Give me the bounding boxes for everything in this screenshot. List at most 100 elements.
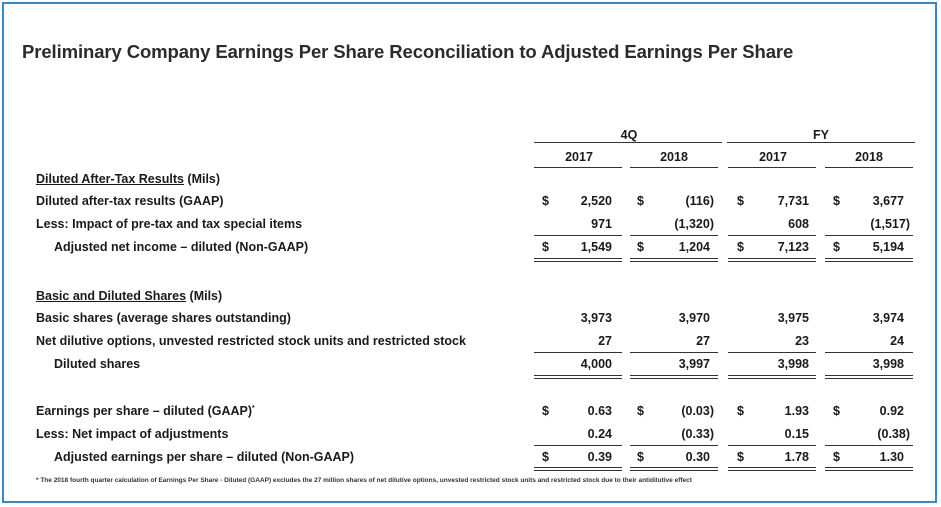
row-label: Less: Impact of pre-tax and tax special … <box>36 217 303 231</box>
currency-symbol: $ <box>637 240 644 254</box>
section-heading-shares: Basic and Diluted Shares (Mils) <box>36 289 222 303</box>
currency-symbol: $ <box>542 194 549 208</box>
col-underline <box>534 167 622 168</box>
table-cell: 1.93 <box>784 404 809 418</box>
col-header-4q-2018: 2018 <box>660 150 688 164</box>
subtotal-line <box>534 445 622 446</box>
table-cell: 1.30 <box>879 450 904 464</box>
table-cell: 0.63 <box>587 404 612 418</box>
table-cell: 1,204 <box>678 240 710 254</box>
total-double-line <box>534 375 622 379</box>
table-cell: 27 <box>598 334 612 348</box>
table-cell: (0.38) <box>877 427 910 441</box>
subtotal-line <box>630 235 718 236</box>
table-cell: 0.15 <box>784 427 809 441</box>
subtotal-line <box>825 235 913 236</box>
subtotal-line <box>825 445 913 446</box>
row-label: Diluted after-tax results (GAAP) <box>36 194 224 208</box>
section-heading-text: Basic and Diluted Shares <box>36 289 187 303</box>
currency-symbol: $ <box>833 240 840 254</box>
table-cell: 0.24 <box>587 427 612 441</box>
table-cell: (116) <box>685 194 715 208</box>
currency-symbol: $ <box>833 450 840 464</box>
footnote-marker: * <box>252 404 255 412</box>
subtotal-line <box>630 352 718 353</box>
section-heading-unit: (Mils) <box>183 172 221 186</box>
total-double-line <box>728 258 816 262</box>
table-cell: 3,998 <box>777 357 809 371</box>
table-cell: 3,975 <box>777 311 809 325</box>
currency-symbol: $ <box>542 450 549 464</box>
col-underline <box>825 167 913 168</box>
total-double-line <box>825 258 913 262</box>
currency-symbol: $ <box>737 240 744 254</box>
row-label: Basic shares (average shares outstanding… <box>36 311 291 325</box>
table-cell: 1.78 <box>784 450 809 464</box>
row-label: Earnings per share – diluted (GAAP) <box>36 404 253 418</box>
table-cell: 1,549 <box>580 240 612 254</box>
table-cell: 27 <box>696 334 710 348</box>
group-underline-4q <box>534 142 722 143</box>
currency-symbol: $ <box>737 404 744 418</box>
table-cell: 3,973 <box>580 311 612 325</box>
table-cell: 4,000 <box>580 357 612 371</box>
currency-symbol: $ <box>637 404 644 418</box>
col-header-fy-2018: 2018 <box>855 150 883 164</box>
table-cell: 3,998 <box>872 357 904 371</box>
group-header-4q: 4Q <box>620 128 638 142</box>
subtotal-line <box>534 352 622 353</box>
total-double-line <box>534 258 622 262</box>
table-cell: 3,997 <box>678 357 710 371</box>
row-label: Adjusted earnings per share – diluted (N… <box>54 450 355 464</box>
currency-symbol: $ <box>737 450 744 464</box>
table-cell: 3,974 <box>872 311 904 325</box>
total-double-line <box>630 375 718 379</box>
table-cell: 24 <box>890 334 904 348</box>
table-cell: 23 <box>795 334 809 348</box>
table-cell: 3,970 <box>678 311 710 325</box>
page-title: Preliminary Company Earnings Per Share R… <box>22 41 794 62</box>
section-heading-text: Diluted After-Tax Results <box>36 172 184 186</box>
table-cell: (1,320) <box>674 217 714 231</box>
reconciliation-table: 4Q FY 2017 2018 2017 2018 Diluted After-… <box>4 4 935 501</box>
currency-symbol: $ <box>542 404 549 418</box>
total-double-line <box>825 375 913 379</box>
table-cell: 7,731 <box>777 194 809 208</box>
table-cell: (0.03) <box>681 404 714 418</box>
col-underline <box>630 167 718 168</box>
row-label: Adjusted net income – diluted (Non-GAAP) <box>54 240 309 254</box>
total-double-line <box>728 375 816 379</box>
total-double-line <box>825 467 913 471</box>
total-double-line <box>534 467 622 471</box>
currency-symbol: $ <box>833 404 840 418</box>
table-cell: 0.92 <box>879 404 904 418</box>
subtotal-line <box>630 445 718 446</box>
table-cell: 7,123 <box>777 240 809 254</box>
currency-symbol: $ <box>637 194 644 208</box>
group-underline-fy <box>727 142 915 143</box>
table-cell: 3,677 <box>872 194 904 208</box>
total-double-line <box>630 258 718 262</box>
section-heading-after-tax: Diluted After-Tax Results (Mils) <box>36 172 220 186</box>
row-label-eps-gaap: Earnings per share – diluted (GAAP)* <box>36 404 255 418</box>
total-double-line <box>728 467 816 471</box>
table-cell: (1,517) <box>870 217 910 231</box>
currency-symbol: $ <box>737 194 744 208</box>
section-heading-unit: (Mils) <box>186 289 223 303</box>
table-cell: 971 <box>591 217 612 231</box>
subtotal-line <box>728 235 816 236</box>
subtotal-line <box>534 235 622 236</box>
subtotal-line <box>825 352 913 353</box>
table-cell: 608 <box>788 217 809 231</box>
col-underline <box>728 167 816 168</box>
table-cell: 5,194 <box>872 240 904 254</box>
table-cell: 2,520 <box>580 194 612 208</box>
subtotal-line <box>728 445 816 446</box>
subtotal-line <box>728 352 816 353</box>
row-label: Diluted shares <box>54 357 141 371</box>
table-cell: 0.30 <box>685 450 710 464</box>
currency-symbol: $ <box>542 240 549 254</box>
col-header-fy-2017: 2017 <box>759 150 787 164</box>
total-double-line <box>630 467 718 471</box>
